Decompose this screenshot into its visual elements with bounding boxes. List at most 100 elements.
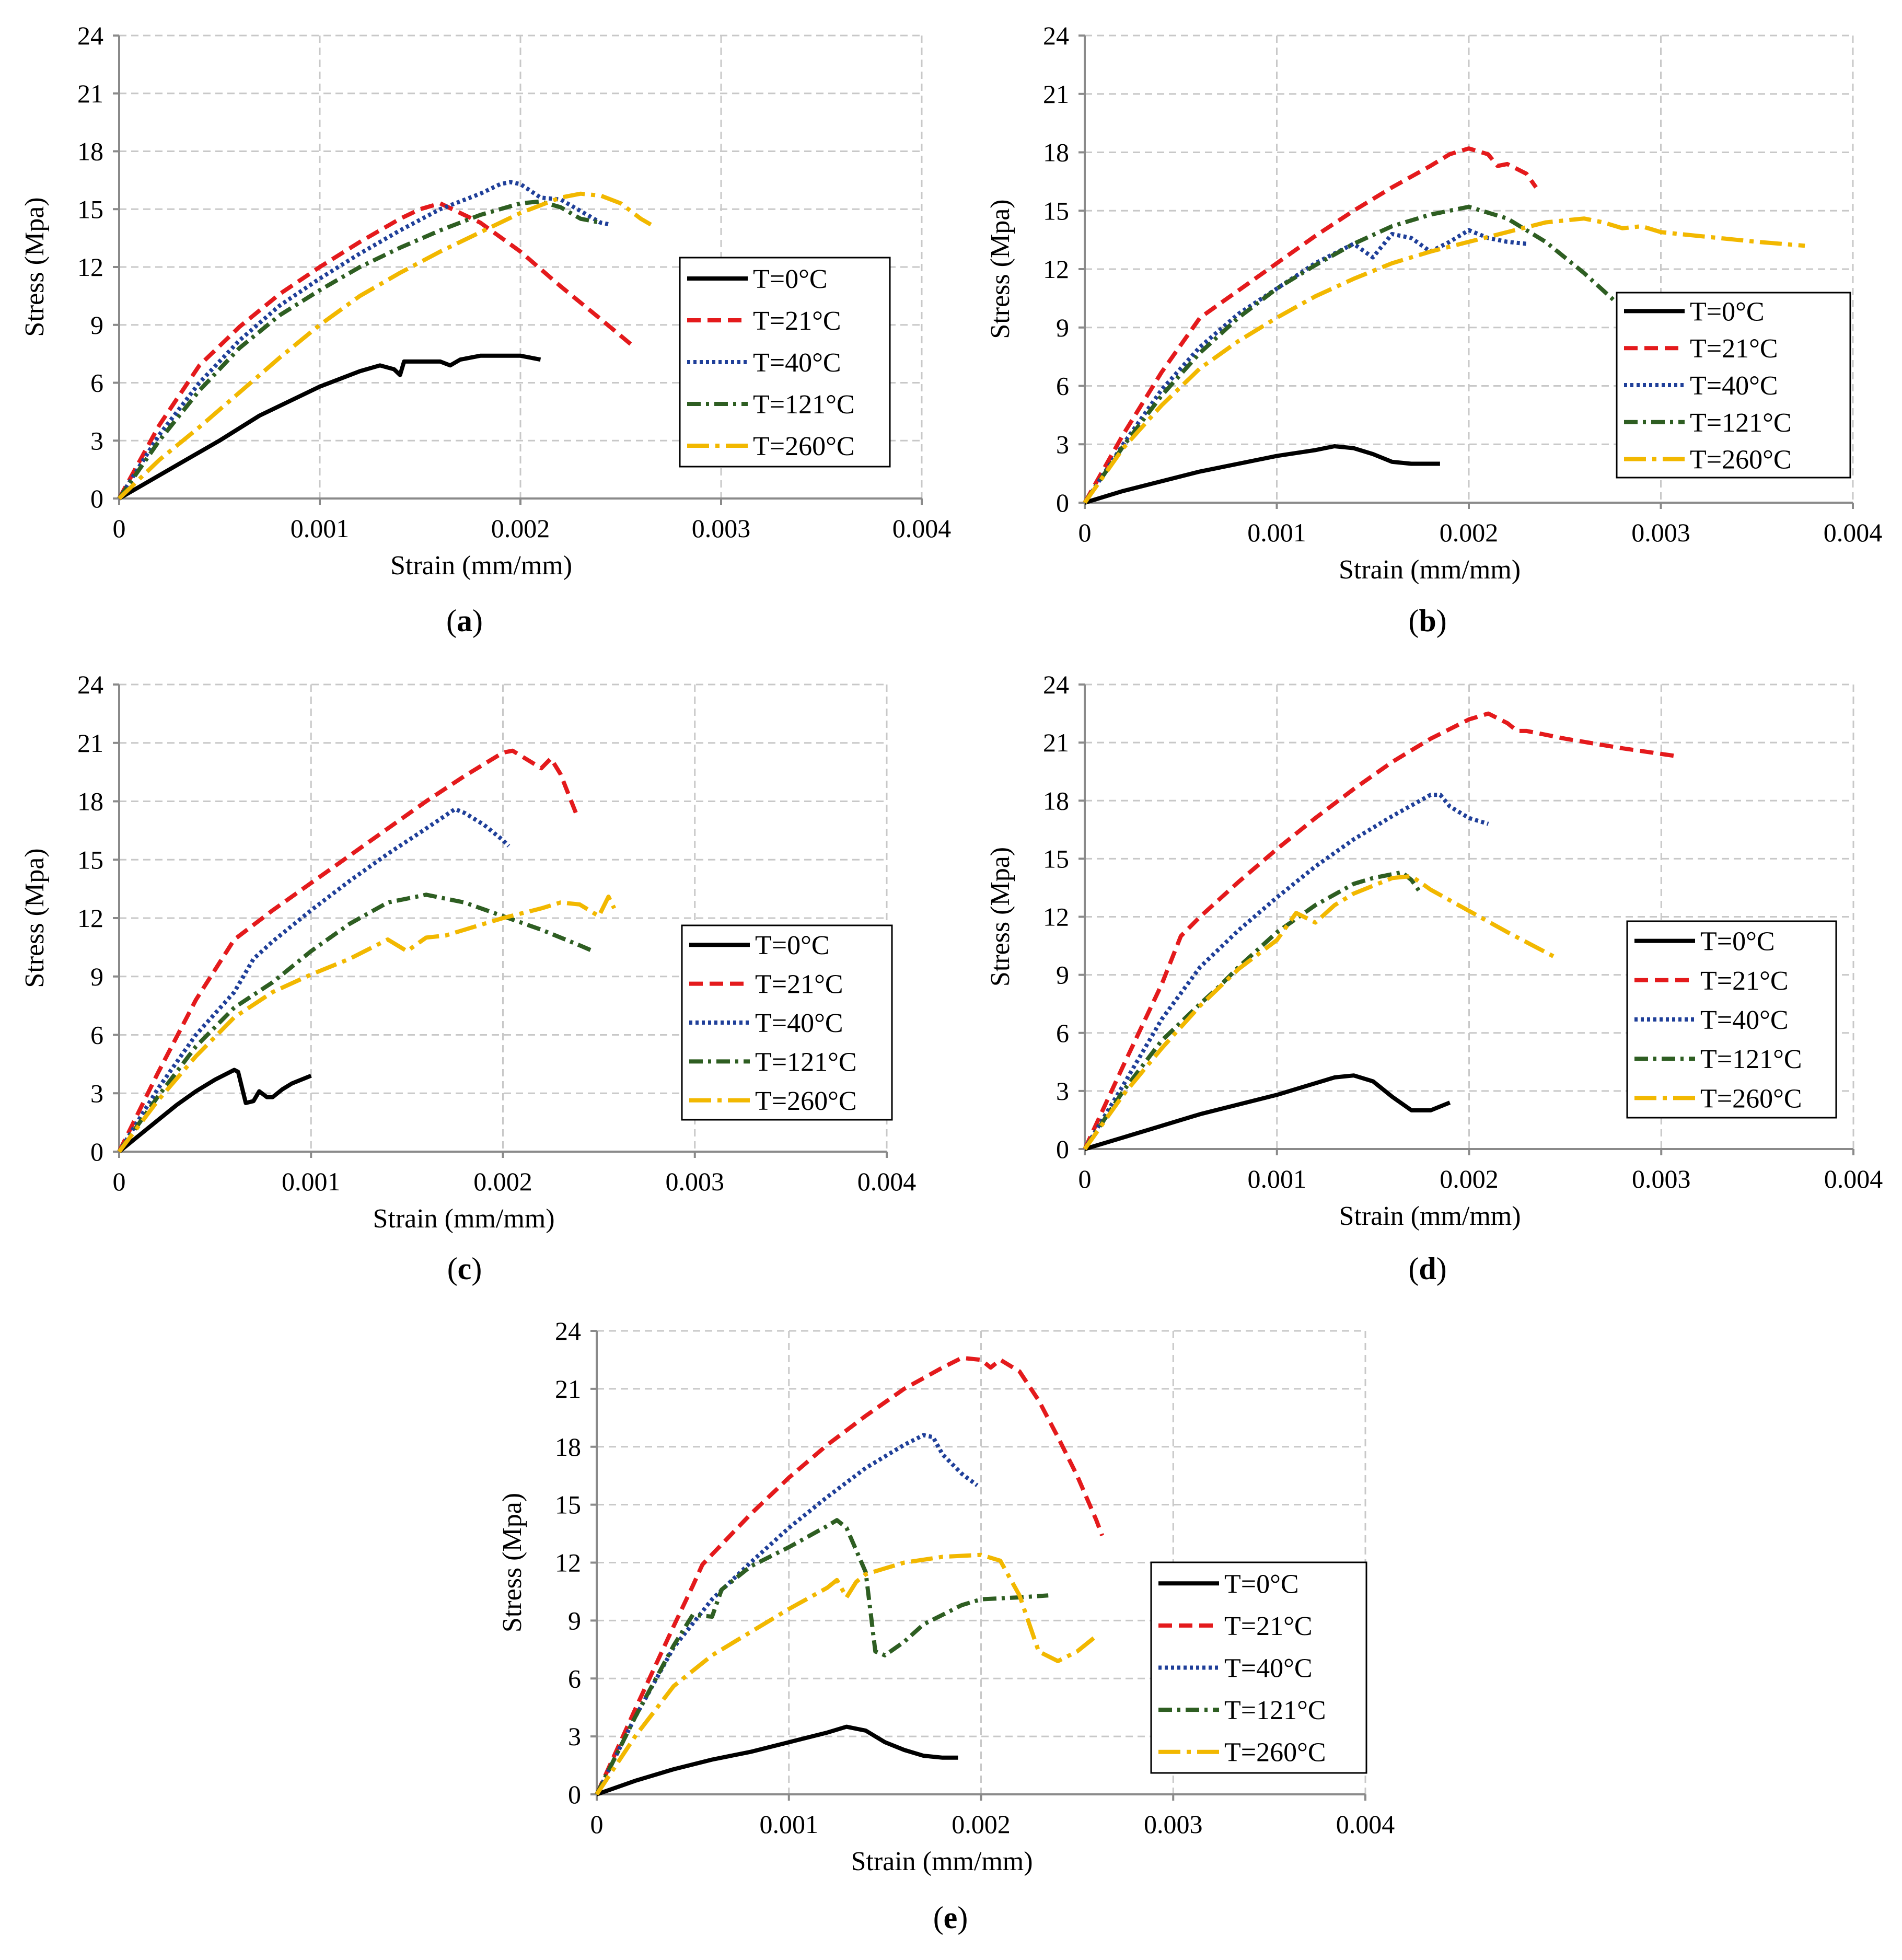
chart-3-legend-label: T=260°C: [755, 1086, 857, 1116]
chart-3-y-tick-label: 21: [77, 728, 103, 758]
chart-2-y-tick-label: 21: [1043, 79, 1069, 109]
chart-3-x-tick-label: 0.003: [666, 1167, 725, 1196]
chart-5-x-tick-label: 0.002: [952, 1810, 1011, 1839]
chart-4-y-tick-label: 6: [1056, 1018, 1069, 1048]
chart-3-x-tick-label: 0.004: [857, 1167, 917, 1196]
chart-3: 0 3 6 9 12 15 18 21 24 0 0.001 0.002 0.003 0.004 Strai…: [20, 670, 916, 1234]
chart-3-x-tick-label: 0: [113, 1167, 126, 1196]
chart-4-y-tick-label: 24: [1043, 670, 1069, 699]
chart-4-legend-label: T=260°C: [1700, 1084, 1802, 1114]
chart-2-series-t40-line: [1083, 228, 1527, 504]
chart-2-series-t121-line: [1083, 204, 1643, 504]
chart-3-series-t21-line: [117, 748, 578, 1153]
chart-5-x-tick-label: 0.003: [1144, 1810, 1203, 1839]
chart-4-legend-label: T=40°C: [1700, 1005, 1789, 1035]
chart-4-series-t0-line: [1084, 1073, 1451, 1151]
chart-1-x-tick-label: 0.002: [491, 514, 550, 543]
chart-1-legend-label: T=0°C: [753, 264, 828, 294]
chart-2-series-t21-line: [1083, 146, 1538, 504]
chart-4-y-tick-label: 12: [1043, 902, 1069, 932]
chart-5-x-tick-label: 0.004: [1336, 1810, 1395, 1839]
chart-3-y-axis-title: Stress (Mpa): [20, 848, 50, 988]
chart-3-series-t0-line: [118, 1068, 312, 1154]
chart-1-series-t21-line: [117, 201, 632, 500]
chart-3-y-tick-label: 9: [90, 962, 103, 991]
chart-3-x-tick-label: 0.002: [473, 1167, 532, 1196]
chart-1-x-tick-label: 0.004: [892, 514, 952, 543]
chart-3-series-t40-line: [117, 807, 511, 1153]
chart-5-series-t21-line: [595, 1355, 1104, 1795]
chart-1-x-tick-label: 0.003: [692, 514, 751, 543]
chart-1: 0 3 6 9 12 15 18 21 24 0 0.001 0.002 0.003 0.004 Strai…: [20, 21, 951, 581]
chart-1-series-t260-line: [118, 191, 652, 500]
chart-4-x-tick-label: 0.003: [1632, 1164, 1691, 1193]
chart-4-y-tick-label: 21: [1043, 728, 1069, 757]
chart-3-y-tick-label: 6: [90, 1020, 103, 1050]
chart-5-legend-label: T=121°C: [1224, 1696, 1326, 1725]
chart-2-legend-label: T=21°C: [1690, 334, 1778, 364]
chart-2-y-tick-label: 18: [1043, 138, 1069, 167]
chart-5-y-tick-label: 9: [568, 1606, 581, 1635]
chart-2-y-tick-label: 12: [1043, 254, 1069, 284]
chart-4-legend-label: T=21°C: [1700, 966, 1789, 996]
chart-2-x-tick-label: 0: [1078, 518, 1092, 547]
chart-5-y-tick-label: 18: [555, 1432, 581, 1462]
chart-1-x-tick-label: 0: [113, 514, 126, 543]
chart-5-x-tick-label: 0: [590, 1810, 604, 1839]
chart-3-y-tick-label: 24: [77, 670, 103, 699]
chart-1-y-tick-label: 15: [77, 194, 103, 224]
chart-3-y-tick-label: 3: [90, 1078, 103, 1108]
chart-1-series-t121-line: [117, 199, 601, 500]
chart-2-legend-label: T=260°C: [1690, 445, 1792, 475]
chart-1-legend-label: T=21°C: [753, 306, 841, 336]
chart-3-legend-label: T=121°C: [755, 1047, 857, 1077]
chart-1-y-tick-label: 6: [90, 368, 103, 398]
chart-5-y-tick-label: 15: [555, 1490, 581, 1520]
chart-5-series-t40-line: [595, 1433, 979, 1795]
chart-3-y-tick-label: 15: [77, 845, 103, 874]
chart-2-series-t0-line: [1084, 444, 1440, 505]
chart-5-y-tick-label: 12: [555, 1548, 581, 1578]
chart-4-panel-label: (d): [1408, 1251, 1446, 1286]
chart-5-y-tick-label: 24: [555, 1316, 581, 1346]
chart-4-y-tick-label: 15: [1043, 844, 1069, 873]
chart-2-y-axis-title: Stress (Mpa): [985, 199, 1015, 339]
chart-2-x-tick-label: 0.002: [1440, 518, 1499, 547]
chart-5-y-axis-title: Stress (Mpa): [497, 1493, 527, 1632]
chart-1-x-axis-title: Strain (mm/mm): [390, 551, 572, 581]
chart-4-x-tick-label: 0.002: [1440, 1164, 1499, 1193]
chart-2-y-tick-label: 6: [1056, 372, 1069, 401]
chart-4-y-tick-label: 3: [1056, 1076, 1069, 1106]
chart-5-legend-label: T=0°C: [1224, 1569, 1299, 1599]
chart-1-panel-label: (a): [446, 604, 483, 638]
chart-3-legend-label: T=40°C: [755, 1008, 843, 1038]
chart-3-y-tick-label: 12: [77, 903, 103, 933]
chart-5-y-tick-label: 6: [568, 1664, 581, 1693]
chart-3-legend-label: T=21°C: [755, 970, 843, 1000]
chart-4: 0 3 6 9 12 15 18 21 24 0 0.001 0.002 0.003 0.004 Strai…: [985, 670, 1883, 1231]
chart-3-x-axis-title: Strain (mm/mm): [373, 1204, 554, 1234]
chart-4-legend-label: T=121°C: [1700, 1045, 1802, 1074]
chart-2-legend-label: T=121°C: [1690, 408, 1792, 438]
chart-2-x-tick-label: 0.003: [1631, 518, 1690, 547]
chart-4-series-t260-line: [1083, 874, 1557, 1151]
chart-5-y-tick-label: 21: [555, 1374, 581, 1404]
chart-2: 0 3 6 9 12 15 18 21 24 0 0.001 0.002 0.003 0.004 Strai…: [985, 21, 1882, 585]
chart-3-y-tick-label: 0: [90, 1137, 103, 1166]
chart-2-x-axis-title: Strain (mm/mm): [1339, 555, 1521, 585]
chart-1-y-tick-label: 18: [77, 137, 103, 166]
chart-3-series-t121-line: [117, 892, 594, 1153]
chart-2-y-tick-label: 9: [1056, 313, 1069, 342]
chart-3-panel-label: (c): [447, 1251, 482, 1286]
chart-2-panel-label: (b): [1408, 604, 1446, 638]
chart-1-series-t0-line: [118, 353, 541, 501]
chart-2-legend-label: T=0°C: [1690, 297, 1765, 327]
chart-2-y-tick-label: 24: [1043, 21, 1069, 50]
chart-5-panel-label: (e): [933, 1900, 968, 1935]
chart-1-legend-label: T=40°C: [753, 348, 841, 378]
chart-4-series-t121-line: [1083, 870, 1423, 1151]
chart-5-y-tick-label: 0: [568, 1780, 581, 1809]
chart-5-series-t0-line: [596, 1724, 958, 1796]
chart-1-y-tick-label: 0: [90, 484, 103, 513]
